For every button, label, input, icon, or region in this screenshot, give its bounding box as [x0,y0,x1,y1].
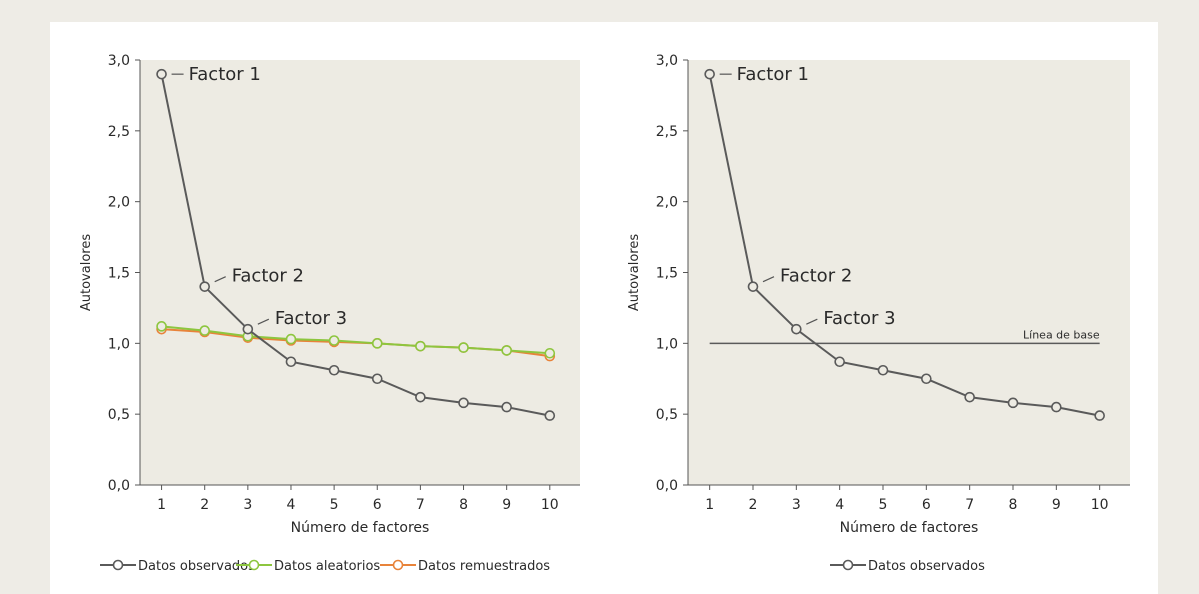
y-tick-label: 2,0 [108,195,130,211]
x-tick-label: 1 [705,497,714,513]
data-point [328,335,340,346]
x-tick-label: 8 [1009,497,1018,513]
plot-area [688,60,1130,485]
data-point [285,356,297,368]
x-tick-label: 9 [1052,497,1061,513]
y-axis-label: Autovalores [79,234,94,311]
x-tick-label: 1 [157,497,166,513]
y-tick-label: 2,5 [108,124,130,140]
data-point [791,323,802,335]
x-tick-label: 3 [243,497,252,513]
data-point [458,342,469,353]
annotation-leader [257,318,270,325]
data-point [156,321,167,332]
y-tick-label: 2,0 [656,195,678,211]
series-line [160,73,550,417]
data-point [501,401,512,413]
data-point [1007,397,1019,409]
data-point [458,397,469,409]
factor-annotation: Factor 3 [823,308,895,329]
y-tick-label: 1,5 [108,266,130,282]
y-tick-label: 0,0 [108,478,130,494]
legend-label: Datos remuestrados [418,559,550,574]
annotation-leader [214,276,226,283]
data-point [747,281,759,292]
legend-swatch-marker [248,559,260,571]
factor-annotation: Factor 2 [780,266,852,287]
data-point [285,333,297,345]
data-point [877,364,889,376]
series-line [708,73,1100,417]
annotation-leader [762,276,775,283]
factor-annotation: Factor 1 [737,64,809,85]
x-axis-label: Número de factores [291,520,430,536]
data-point [1051,401,1062,413]
factor-annotation: Factor 1 [189,64,261,85]
plot-area [140,60,580,485]
y-tick-label: 3,0 [108,53,130,69]
x-tick-label: 6 [373,497,382,513]
data-point [1094,410,1105,421]
series-datos-observados [156,68,556,421]
data-point [921,373,932,385]
x-tick-label: 10 [541,497,559,513]
x-tick-label: 2 [200,497,209,513]
data-point [199,281,211,292]
x-axis-label: Número de factores [840,520,979,536]
baseline-label: Línea de base [1023,328,1100,341]
x-tick-label: 4 [835,497,844,513]
data-point [834,356,845,368]
series-line [161,325,550,355]
data-point [199,325,211,336]
factor-annotation: Factor 3 [275,308,347,329]
legend-swatch-marker [392,559,404,571]
data-point [544,410,556,421]
x-tick-label: 8 [459,497,468,513]
y-tick-label: 0,0 [656,478,678,494]
data-point [156,68,167,80]
data-point [415,340,426,352]
legend: Datos observados [830,559,985,574]
x-tick-label: 10 [1091,497,1109,513]
x-tick-label: 7 [965,497,974,513]
series-datos-observados [704,68,1105,421]
y-tick-label: 1,0 [656,336,678,352]
data-point [328,364,340,376]
annotation-leader [806,318,818,325]
y-axis-label: Autovalores [627,234,642,311]
x-tick-label: 9 [502,497,511,513]
y-tick-label: 1,5 [656,266,678,282]
legend-swatch-marker [842,559,854,571]
data-point [704,68,715,80]
data-point [415,391,426,403]
legend-label: Datos observados [138,559,255,574]
x-tick-label: 4 [287,497,296,513]
x-tick-label: 3 [792,497,801,513]
data-point [964,391,975,403]
data-point [371,338,383,349]
legend-label: Datos observados [868,559,985,574]
data-point [544,347,556,359]
x-tick-label: 5 [879,497,888,513]
data-point [501,345,512,356]
y-tick-label: 1,0 [108,336,130,352]
legend: Datos observados Datos aleatorios Datos re… [100,559,550,574]
data-point [242,323,254,335]
x-tick-label: 6 [922,497,931,513]
legend-label: Datos aleatorios [274,559,380,574]
chart-panel-2: 0,0 0,5 1,0 1,5 2,0 2,5 3,0 1 2 3 4 5 6 7 8 9 10 Número d… [627,53,1130,574]
y-tick-label: 2,5 [656,124,678,140]
x-tick-label: 7 [416,497,425,513]
data-point [371,373,383,385]
y-tick-label: 0,5 [108,407,130,423]
x-tick-label: 2 [749,497,758,513]
legend-swatch-marker [112,559,124,571]
series-datos-aleatorios [156,321,556,359]
x-tick-label: 5 [330,497,339,513]
factor-annotation: Factor 2 [232,266,304,287]
y-tick-label: 3,0 [656,53,678,69]
y-tick-label: 0,5 [656,407,678,423]
chart-panel-1: 0,0 0,5 1,0 1,5 2,0 2,5 3,0 1 2 3 4 5 6 7 8 9 10 Número d… [79,53,580,574]
